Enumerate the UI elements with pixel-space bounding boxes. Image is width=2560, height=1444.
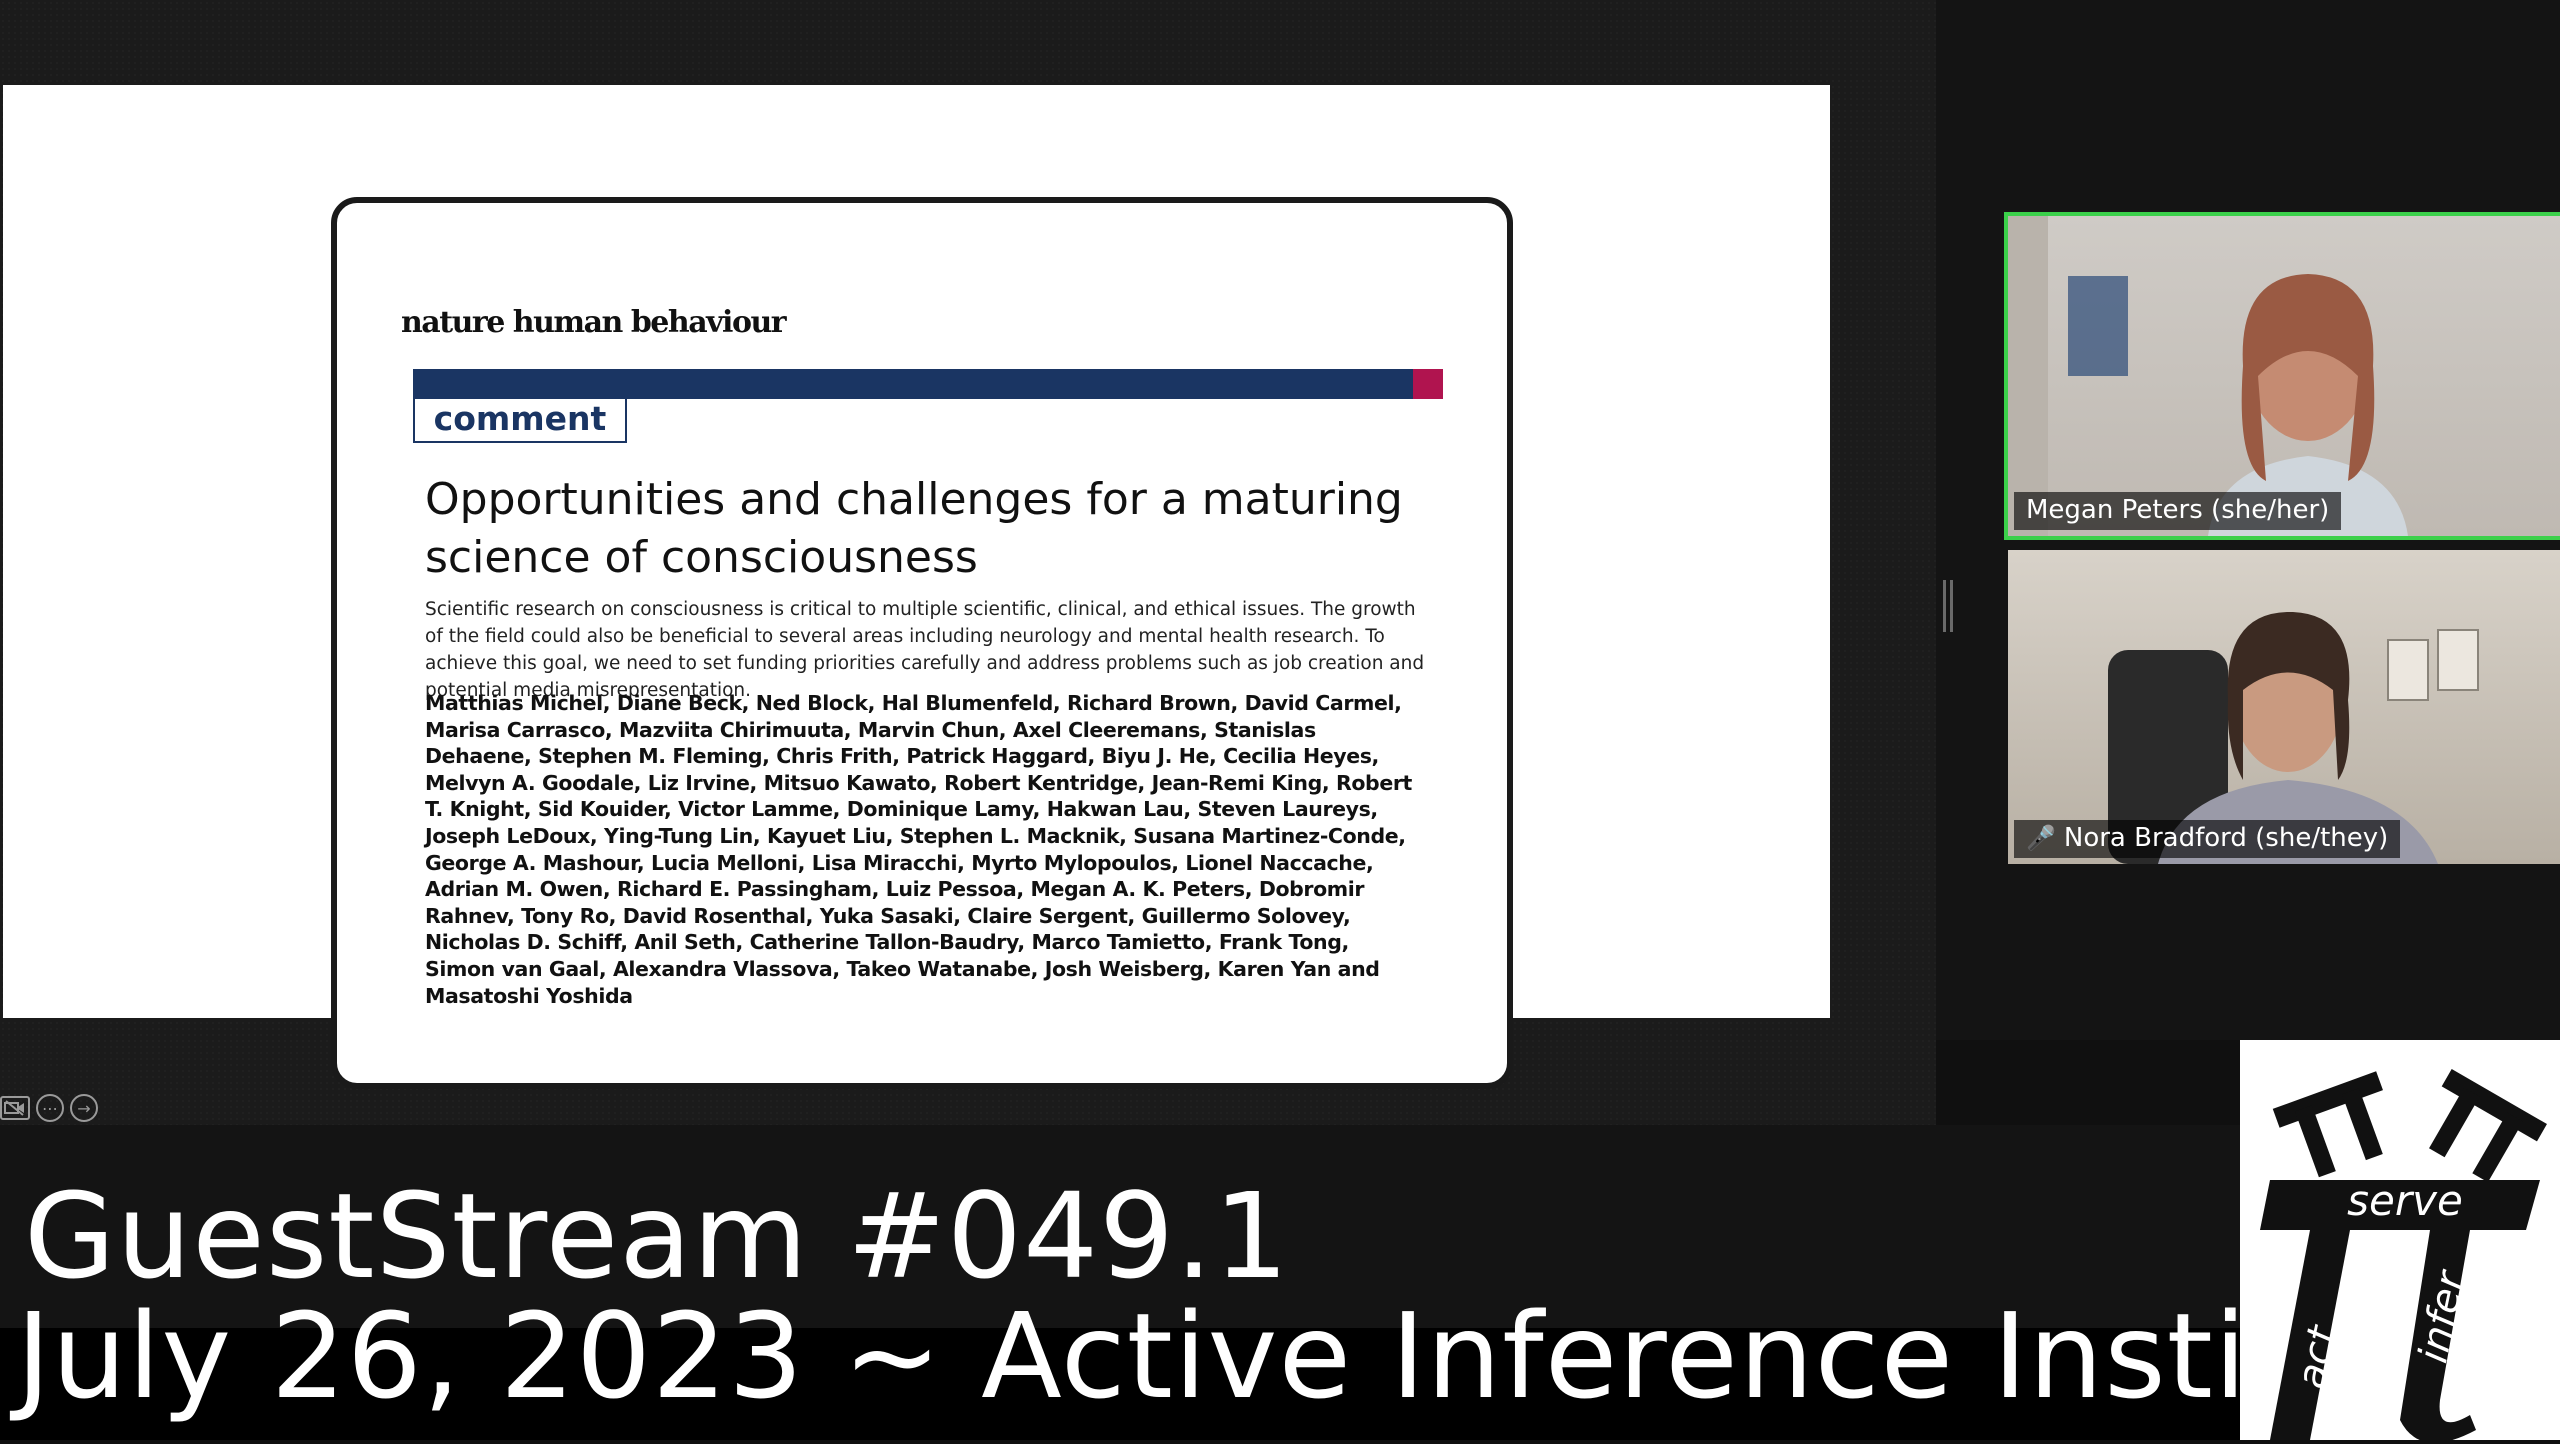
shared-screen-area: nature human behaviour comment Opportuni… (0, 0, 1936, 1125)
video-tile-participant[interactable]: 🎤 Nora Bradford (she/they) (2008, 550, 2560, 864)
section-tag: comment (413, 399, 627, 443)
screen-share-controls: ⋯ → (0, 1092, 98, 1124)
mic-muted-icon: 🎤 (2026, 824, 2056, 852)
stream-subtitle: July 26, 2023 ~ Active Inference Institu… (16, 1287, 2492, 1425)
article-abstract: Scientific research on consciousness is … (425, 599, 1425, 701)
participant-nameplate: Megan Peters (she/her) (2014, 492, 2342, 530)
participant-name: Nora Bradford (she/they) (2063, 823, 2389, 853)
journal-name: nature human behaviour (401, 305, 787, 340)
forward-icon[interactable]: → (70, 1094, 98, 1122)
video-feed (2008, 550, 2560, 864)
person-silhouette (2108, 611, 2479, 864)
logo-word-serve: serve (2347, 1176, 2463, 1225)
journal-accent-bar (1413, 369, 1443, 399)
participant-nameplate: 🎤 Nora Bradford (she/they) (2014, 820, 2401, 858)
article-title: Opportunities and challenges for a matur… (425, 474, 1403, 583)
video-tile-active-speaker[interactable]: Megan Peters (she/her) (2004, 212, 2560, 540)
logo-word-infer: infer (2410, 1265, 2475, 1367)
video-feed (2008, 216, 2560, 536)
participant-name: Megan Peters (she/her) (2026, 495, 2330, 525)
person-silhouette (2008, 216, 2408, 536)
pi-logo-icon: serve act infer (2260, 1069, 2547, 1443)
presentation-slide: nature human behaviour comment Opportuni… (3, 85, 1830, 1089)
stream-title: GuestStream #049.1 (24, 1167, 1290, 1305)
panel-resize-handle[interactable] (1943, 580, 1953, 632)
journal-header-bar (413, 369, 1413, 399)
more-icon[interactable]: ⋯ (36, 1094, 64, 1122)
banner-strip (0, 1328, 2240, 1440)
article-authors: Matthias Michel, Diane Beck, Ned Block, … (425, 691, 1412, 1008)
paper-preview: nature human behaviour comment Opportuni… (331, 197, 1513, 1089)
video-off-icon[interactable] (0, 1096, 30, 1120)
active-inference-logo: serve act infer (2240, 1040, 2560, 1443)
